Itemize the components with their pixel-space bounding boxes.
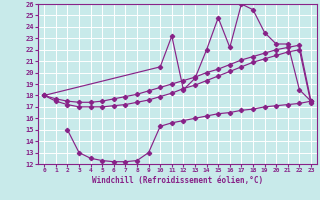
X-axis label: Windchill (Refroidissement éolien,°C): Windchill (Refroidissement éolien,°C)	[92, 176, 263, 185]
